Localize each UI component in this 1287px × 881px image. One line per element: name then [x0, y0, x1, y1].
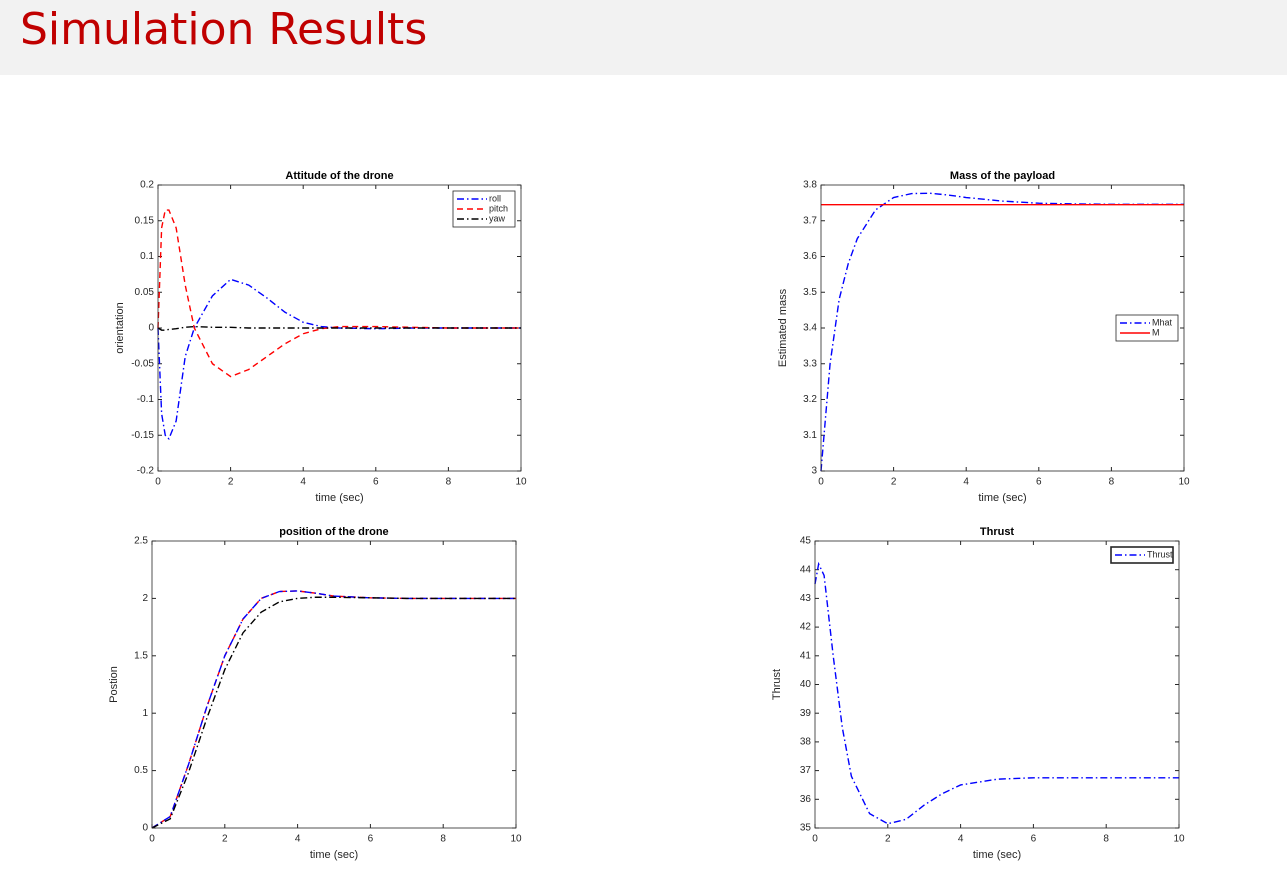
y-tick-label: 41 — [800, 650, 812, 661]
plot-area — [815, 541, 1179, 828]
x-tick-label: 8 — [1109, 477, 1115, 488]
chart-title: Attitude of the drone — [285, 170, 393, 182]
data-line — [157, 209, 521, 378]
y-tick-label: 0.1 — [140, 251, 154, 262]
y-tick-label: 38 — [800, 737, 812, 748]
x-tick-label: 4 — [295, 834, 301, 845]
x-tick-label: 0 — [818, 477, 824, 488]
y-tick-label: 0 — [148, 323, 154, 334]
x-tick-label: 8 — [446, 477, 452, 488]
y-tick-label: 2 — [142, 593, 148, 604]
data-line — [814, 561, 1179, 825]
y-tick-label: 36 — [800, 794, 812, 805]
y-tick-label: 1.5 — [134, 650, 148, 661]
x-axis-label: time (sec) — [978, 492, 1026, 504]
data-line — [820, 192, 1184, 472]
x-tick-label: 10 — [1178, 477, 1190, 488]
y-tick-label: 3.8 — [803, 180, 817, 191]
y-tick-label: -0.05 — [131, 358, 154, 369]
plot-area — [152, 541, 516, 828]
y-tick-label: 42 — [800, 622, 812, 633]
legend-box — [1115, 314, 1179, 342]
data-line — [157, 325, 521, 331]
y-tick-label: 0.2 — [140, 180, 154, 191]
axes-box — [151, 540, 517, 829]
x-tick-label: 6 — [368, 834, 374, 845]
legend-label: yaw — [489, 213, 506, 223]
x-tick-label: 2 — [228, 477, 234, 488]
legend-label: pitch — [489, 203, 508, 213]
y-tick-label: -0.2 — [137, 466, 155, 477]
y-tick-label: 40 — [800, 679, 812, 690]
y-axis-label: Thrust — [771, 669, 783, 700]
y-tick-label: 0.15 — [135, 215, 155, 226]
chart-title: Mass of the payload — [950, 170, 1055, 182]
x-tick-label: 2 — [891, 477, 897, 488]
y-tick-label: 3.2 — [803, 394, 817, 405]
legend-label: M — [1152, 327, 1160, 337]
legend-box — [1110, 546, 1174, 564]
x-tick-label: 8 — [1103, 834, 1109, 845]
x-axis-label: time (sec) — [310, 849, 358, 861]
x-tick-label: 10 — [510, 834, 522, 845]
chart-title: position of the drone — [279, 526, 388, 538]
y-tick-label: 0.05 — [135, 287, 155, 298]
chart-title: Thrust — [980, 526, 1015, 538]
y-tick-label: -0.1 — [137, 394, 155, 405]
y-tick-label: 43 — [800, 593, 812, 604]
y-tick-label: 2.5 — [134, 536, 148, 547]
x-axis-label: time (sec) — [315, 492, 363, 504]
y-tick-label: 35 — [800, 823, 812, 834]
y-tick-label: 37 — [800, 765, 812, 776]
axes-box — [157, 184, 522, 472]
x-tick-label: 0 — [812, 834, 818, 845]
x-tick-label: 6 — [1036, 477, 1042, 488]
data-line — [151, 590, 516, 829]
slide-title: Simulation Results — [20, 4, 428, 55]
x-tick-label: 0 — [149, 834, 155, 845]
axes-box — [820, 184, 1185, 472]
x-axis-label: time (sec) — [973, 849, 1021, 861]
y-tick-label: 45 — [800, 536, 812, 547]
x-tick-label: 4 — [958, 834, 964, 845]
x-tick-label: 2 — [222, 834, 228, 845]
y-tick-label: 3.7 — [803, 215, 817, 226]
y-tick-label: 3 — [811, 466, 817, 477]
y-tick-label: 0 — [142, 823, 148, 834]
x-tick-label: 10 — [515, 477, 527, 488]
y-tick-label: -0.15 — [131, 430, 154, 441]
x-tick-label: 0 — [155, 477, 161, 488]
legend-box — [452, 190, 516, 228]
legend-label: Mhat — [1152, 317, 1173, 327]
y-axis-label: orientation — [114, 302, 126, 353]
x-tick-label: 4 — [963, 477, 969, 488]
x-tick-label: 10 — [1173, 834, 1185, 845]
x-tick-label: 2 — [885, 834, 891, 845]
y-axis-label: Estimated mass — [777, 288, 789, 367]
y-tick-label: 3.3 — [803, 358, 817, 369]
y-tick-label: 39 — [800, 708, 812, 719]
y-tick-label: 3.6 — [803, 251, 817, 262]
legend-label: roll — [489, 193, 501, 203]
y-tick-label: 0.5 — [134, 765, 148, 776]
y-axis-label: Postion — [108, 666, 120, 703]
x-tick-label: 6 — [373, 477, 379, 488]
x-tick-label: 6 — [1031, 834, 1037, 845]
data-line — [151, 596, 516, 829]
x-tick-label: 4 — [300, 477, 306, 488]
y-tick-label: 44 — [800, 564, 812, 575]
y-tick-label: 3.5 — [803, 287, 817, 298]
legend-label: Thrust — [1147, 549, 1173, 559]
x-tick-label: 8 — [440, 834, 446, 845]
y-tick-label: 3.4 — [803, 323, 817, 334]
y-tick-label: 1 — [142, 708, 148, 719]
axes-box — [814, 540, 1180, 829]
header-band — [0, 0, 1287, 75]
y-tick-label: 3.1 — [803, 430, 817, 441]
